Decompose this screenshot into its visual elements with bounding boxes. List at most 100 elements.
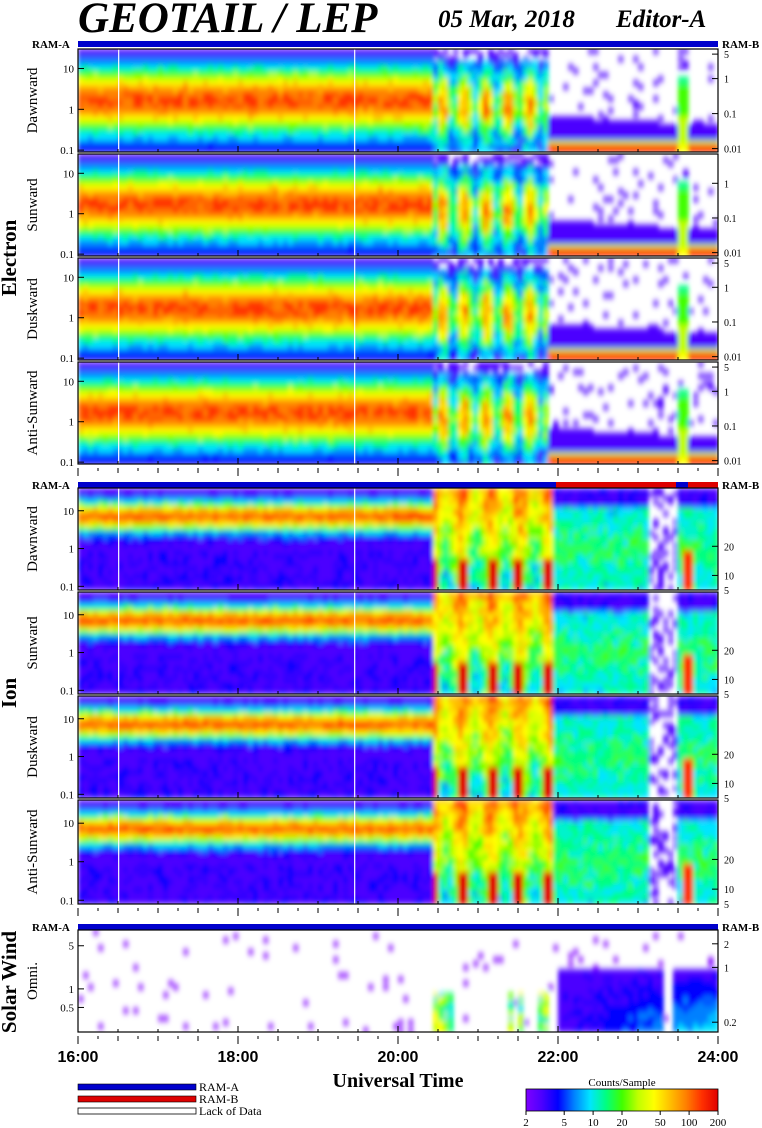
- data-gap: [118, 696, 120, 798]
- left-tick-label: 1: [69, 648, 75, 660]
- ram-bar-ion-a: [78, 482, 556, 488]
- ram-bar-ion-b: [556, 482, 718, 488]
- right-tick-label: 0.1: [724, 214, 737, 225]
- spectrogram-image: [78, 258, 718, 360]
- left-tick-label: 1: [69, 104, 75, 116]
- group-label-solar-wind: Solar Wind: [0, 931, 21, 1033]
- spectrogram-image: [78, 488, 718, 590]
- right-tick-label: 1: [724, 283, 729, 294]
- left-tick-label: 10: [63, 610, 75, 622]
- left-tick-label: 0.1: [60, 895, 74, 907]
- colorbar-ticks: 2 5 10 20 50 100 200: [523, 1111, 727, 1128]
- data-gap: [354, 696, 356, 798]
- data-gap: [118, 488, 120, 590]
- left-tick-label: 0.1: [60, 685, 74, 697]
- right-tick-label: 0.1: [724, 422, 737, 433]
- ram-b-label-solar-wind: RAM-B: [722, 922, 760, 934]
- colorbar-tick-label: 50: [655, 1117, 667, 1128]
- data-gap: [118, 800, 120, 904]
- legend-label-ram-a: RAM-A: [199, 1080, 239, 1094]
- left-tick-label: 0.1: [60, 789, 74, 801]
- left-tick-label: 1: [69, 209, 75, 221]
- left-tick-label: 1: [69, 857, 75, 869]
- right-tick-label: 20: [724, 855, 734, 866]
- right-tick-label: 10: [724, 571, 734, 582]
- right-tick-label: 5: [724, 794, 729, 805]
- right-tick-label: 20: [724, 646, 734, 657]
- right-tick-label: 1: [724, 75, 729, 86]
- colorbar-tick-label: 100: [681, 1117, 698, 1128]
- right-tick-label: 1: [724, 387, 729, 398]
- x-axis-label: Universal Time: [333, 1070, 464, 1092]
- spectrogram-image: [78, 696, 718, 798]
- left-tick-label: 0.5: [60, 1002, 74, 1014]
- data-gap: [354, 800, 356, 904]
- ram-bar-ion-a-mark: [676, 482, 688, 488]
- right-tick-label: 0.2: [724, 1018, 737, 1029]
- spectrogram-panels: 10 1 0.1 5 1 0.1 0.01 Dawnward 10 1 0.1 1 0.1 0.01 Sun…: [25, 48, 742, 1033]
- left-tick-label: 1: [69, 544, 75, 556]
- group-label-ion: Ion: [0, 678, 21, 709]
- group-label-electron: Electron: [0, 219, 21, 296]
- right-tick-label: 0.1: [724, 318, 737, 329]
- right-tick-label: 20: [724, 750, 734, 761]
- right-tick-label: 5: [724, 50, 729, 61]
- data-gap: [118, 362, 120, 464]
- panel-name: Duskward: [25, 278, 41, 340]
- ram-b-label-electron: RAM-B: [722, 39, 760, 51]
- right-tick-label: 5: [724, 363, 729, 374]
- colorbar-tick-label: 10: [588, 1117, 600, 1128]
- data-gap: [354, 488, 356, 590]
- panel-electron-dawnward: 10 1 0.1 5 1 0.1 0.01 Dawnward: [25, 48, 742, 157]
- panel-name: Anti-Sunward: [25, 370, 41, 455]
- legend-swatch-ram-b: [77, 1095, 197, 1103]
- right-tick-label: 5: [724, 586, 729, 597]
- right-tick-label: 1: [724, 963, 729, 974]
- right-tick-label: 0.1: [724, 110, 737, 121]
- colorbar-tick-label: 20: [617, 1117, 629, 1128]
- data-gap: [354, 592, 356, 694]
- ram-a-label-ion: RAM-A: [32, 480, 70, 492]
- left-tick-label: 1: [69, 752, 75, 764]
- left-tick-label: 5: [69, 941, 75, 953]
- left-tick-label: 0.1: [60, 457, 74, 469]
- spectrogram-image: [78, 800, 718, 904]
- ram-b-label-ion: RAM-B: [722, 480, 760, 492]
- legend-swatch-lack-of-data: [77, 1107, 197, 1115]
- legend-label-lack-of-data: Lack of Data: [199, 1104, 262, 1118]
- panel-ion-dawnward: 10 1 0.1 20 10 5 Dawnward: [25, 487, 734, 597]
- right-tick-label: 0.01: [724, 353, 742, 364]
- panel-ion-sunward: 10 1 0.1 20 10 5 Sunward: [25, 591, 734, 701]
- colorbar-tick-label: 200: [710, 1117, 727, 1128]
- right-tick-label: 10: [724, 779, 734, 790]
- left-tick-label: 0.1: [60, 353, 74, 365]
- ram-a-label-solar-wind: RAM-A: [32, 922, 70, 934]
- colorbar: Counts/Sample 2 5 10 20 50 100 200: [523, 1077, 727, 1128]
- left-tick-label: 10: [63, 63, 75, 75]
- ram-bar-solar-wind-a: [78, 924, 718, 930]
- right-tick-label: 5: [724, 690, 729, 701]
- panel-electron-sunward: 10 1 0.1 1 0.1 0.01 Sunward: [25, 153, 742, 261]
- legend-label-ram-b: RAM-B: [199, 1092, 238, 1106]
- left-tick-label: 10: [63, 714, 75, 726]
- right-tick-label: 5: [724, 900, 729, 911]
- figure-date: 05 Mar, 2018: [438, 6, 575, 33]
- left-tick-label: 10: [63, 818, 75, 830]
- panel-name: Sunward: [25, 178, 41, 232]
- ram-a-label-electron: RAM-A: [32, 39, 70, 51]
- right-tick-label: 10: [724, 885, 734, 896]
- data-gap: [118, 258, 120, 360]
- figure-title: GEOTAIL / LEP: [78, 0, 378, 42]
- data-gap: [354, 362, 356, 464]
- x-tick-label: 20:00: [378, 1049, 419, 1066]
- panel-name: Dawnward: [25, 67, 41, 133]
- legend-swatch-ram-a: [77, 1083, 197, 1091]
- x-tick-label: 22:00: [538, 1049, 579, 1066]
- x-tick-label: 16:00: [58, 1049, 99, 1066]
- right-tick-label: 5: [724, 259, 729, 270]
- right-tick-label: 1: [724, 179, 729, 190]
- colorbar-gradient: [525, 1088, 719, 1112]
- ram-bar-electron-a: [78, 41, 718, 47]
- right-tick-label: 0.01: [724, 457, 742, 468]
